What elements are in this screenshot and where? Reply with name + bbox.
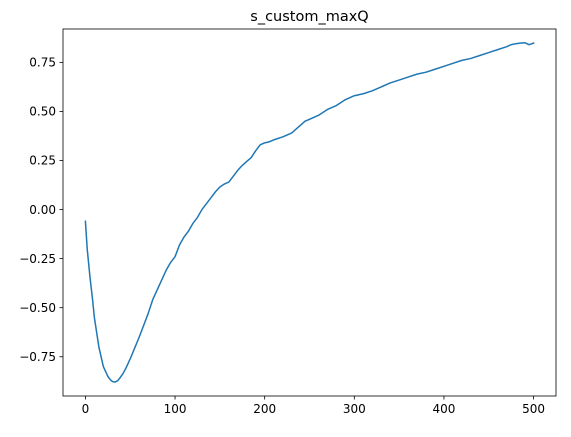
y-tick-label: −0.50	[19, 301, 56, 315]
x-tick-label: 400	[433, 402, 456, 416]
y-tick-label: 0.00	[29, 203, 56, 217]
x-tick-label: 0	[82, 402, 90, 416]
axes-frame	[62, 28, 557, 397]
y-tick-label: 0.75	[29, 56, 56, 70]
y-tick-label: −0.75	[19, 350, 56, 364]
y-tick-label: 0.25	[29, 154, 56, 168]
y-tick-label: 0.50	[29, 105, 56, 119]
x-tick-label: 200	[253, 402, 276, 416]
plot-area: 0 100 200 300 400 500 −0.75 −0.50 −0.25 0.00 0.25 0…	[19, 28, 557, 416]
x-tick-label: 500	[522, 402, 545, 416]
x-tick-label: 100	[164, 402, 187, 416]
x-tick-label: 300	[343, 402, 366, 416]
series-line-0	[84, 41, 535, 383]
chart-title: s_custom_maxQ	[250, 9, 368, 25]
y-tick-label: −0.25	[19, 252, 56, 266]
